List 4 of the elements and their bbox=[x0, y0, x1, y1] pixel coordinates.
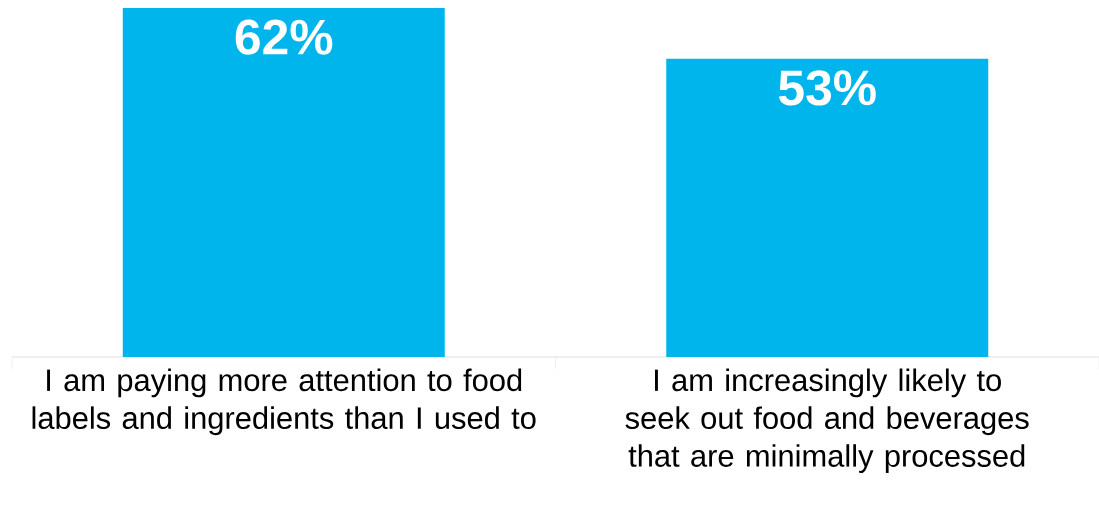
data-label: 53% bbox=[778, 70, 876, 106]
x-tick-label: I am paying more attention to food labels and ingredients than I used to bbox=[32, 368, 536, 436]
x-tick-label: I am increasingly likely to seek out food and beverages that are minimally processed bbox=[625, 368, 1029, 474]
data-label: 62% bbox=[235, 19, 333, 55]
